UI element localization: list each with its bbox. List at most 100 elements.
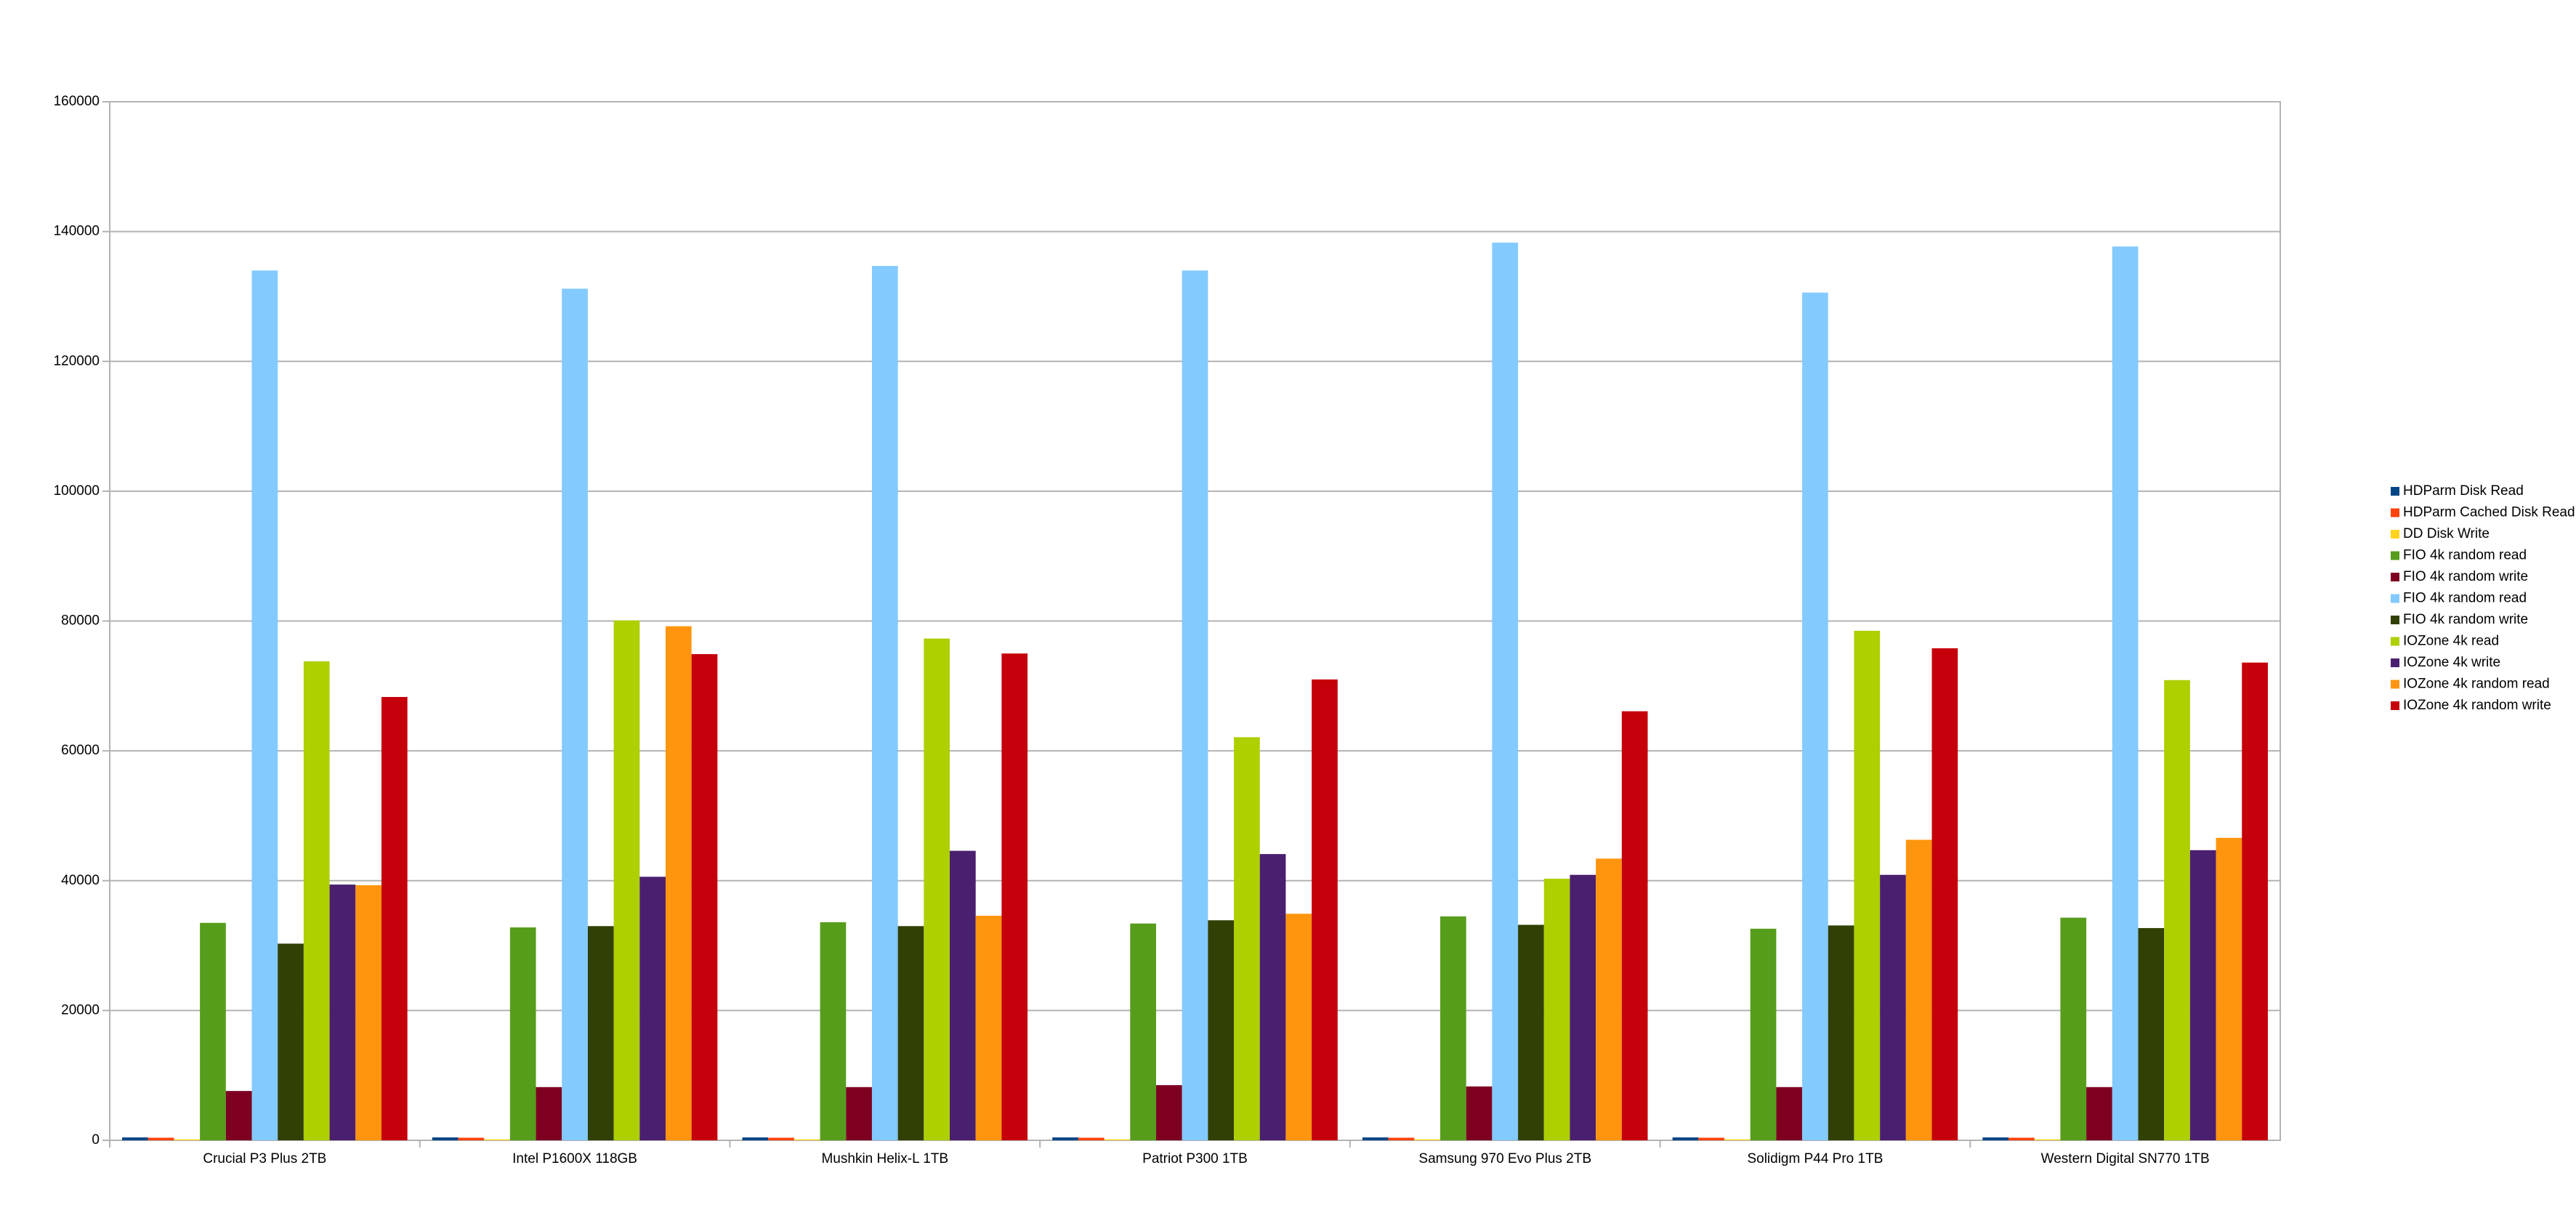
legend-swatch: [2391, 701, 2399, 710]
bar: [820, 922, 847, 1140]
bar: [768, 1137, 794, 1140]
bar: [2086, 1087, 2112, 1140]
bar: [1621, 711, 1648, 1140]
bar: [1388, 1137, 1415, 1140]
bar: [975, 915, 1002, 1140]
bar: [1518, 924, 1544, 1140]
bar: [1931, 648, 1958, 1140]
legend-label: DD Disk Write: [2403, 526, 2490, 541]
bar: [278, 943, 304, 1140]
bar: [1672, 1137, 1699, 1140]
bar: [613, 620, 640, 1140]
x-tick-label: Mushkin Helix-L 1TB: [821, 1151, 948, 1166]
bar: [1854, 630, 1881, 1140]
bar: [1750, 928, 1777, 1140]
x-tick-label: Solidigm P44 Pro 1TB: [1747, 1151, 1883, 1166]
x-tick-label: Intel P1600X 118GB: [512, 1151, 637, 1166]
bar: [924, 638, 950, 1140]
bar: [1776, 1087, 1803, 1140]
legend-label: FIO 4k random read: [2403, 591, 2527, 606]
bar: [691, 654, 718, 1140]
bar: [122, 1137, 148, 1140]
bar: [329, 884, 356, 1140]
legend-swatch: [2391, 616, 2399, 624]
bar: [1570, 874, 1596, 1140]
y-tick-label: 160000: [54, 94, 100, 109]
bar: [846, 1087, 872, 1140]
x-tick-label: Patriot P300 1TB: [1142, 1151, 1248, 1166]
legend-label: FIO 4k random write: [2403, 569, 2528, 584]
bar: [1285, 914, 1312, 1140]
bar: [303, 661, 330, 1140]
bar: [225, 1091, 252, 1140]
bar: [536, 1087, 562, 1140]
bar: [1596, 858, 1622, 1140]
legend-swatch: [2391, 551, 2399, 560]
bar: [1905, 839, 1932, 1140]
bar: [2112, 246, 2139, 1140]
bar: [1492, 242, 1519, 1141]
legend-label: HDParm Cached Disk Read: [2403, 505, 2575, 520]
bar: [1001, 653, 1028, 1140]
legend-swatch: [2391, 658, 2399, 667]
bar: [2008, 1137, 2035, 1140]
bar: [1828, 925, 1854, 1140]
bar: [1155, 1085, 1182, 1140]
legend-swatch: [2391, 530, 2399, 539]
bar: [1466, 1086, 1493, 1140]
bar: [639, 876, 666, 1140]
bar: [2189, 850, 2216, 1140]
bar: [742, 1137, 769, 1140]
legend-swatch: [2391, 487, 2399, 496]
bar: [562, 289, 588, 1141]
legend-label: FIO 4k random read: [2403, 548, 2527, 563]
legend-swatch: [2391, 594, 2399, 603]
y-tick-label: 60000: [61, 743, 100, 758]
bar: [1078, 1137, 1105, 1140]
legend-swatch: [2391, 680, 2399, 689]
bar: [432, 1137, 459, 1140]
y-tick-label: 120000: [54, 353, 100, 368]
bar: [2216, 837, 2242, 1140]
legend-label: IOZone 4k random read: [2403, 677, 2550, 692]
bar: [587, 926, 614, 1140]
bar: [355, 885, 381, 1140]
bar: [950, 850, 976, 1140]
y-tick-label: 0: [92, 1132, 100, 1148]
x-tick-label: Western Digital SN770 1TB: [2041, 1151, 2210, 1166]
bar: [2138, 927, 2165, 1140]
bar: [1543, 879, 1570, 1140]
bar: [1130, 923, 1156, 1140]
bar: [1440, 916, 1466, 1140]
legend-label: HDParm Disk Read: [2403, 483, 2524, 499]
bar: [1312, 679, 1338, 1140]
bar: [148, 1137, 174, 1140]
bar: [1182, 270, 1208, 1140]
x-tick-label: Samsung 970 Evo Plus 2TB: [1418, 1151, 1591, 1166]
legend-swatch: [2391, 637, 2399, 646]
bar: [2164, 680, 2190, 1140]
legend-label: FIO 4k random write: [2403, 612, 2528, 627]
bar: [1208, 920, 1235, 1140]
bar: [381, 696, 408, 1140]
bar: [1880, 874, 1906, 1140]
legend-label: IOZone 4k write: [2403, 655, 2500, 670]
y-tick-label: 100000: [54, 483, 100, 499]
bar: [1698, 1137, 1725, 1140]
bar: [1802, 292, 1828, 1140]
legend-swatch: [2391, 573, 2399, 581]
bar: [1362, 1137, 1389, 1140]
bar: [251, 270, 278, 1140]
y-tick-label: 80000: [61, 613, 100, 629]
bar: [509, 927, 536, 1140]
y-tick-label: 40000: [61, 873, 100, 888]
bar: [1259, 854, 1286, 1140]
y-tick-label: 20000: [61, 1002, 100, 1017]
legend-label: IOZone 4k read: [2403, 634, 2499, 649]
bar: [2242, 662, 2268, 1140]
bar: [458, 1137, 485, 1140]
bar: [1234, 737, 1260, 1140]
bar: [665, 626, 692, 1140]
x-tick-label: Crucial P3 Plus 2TB: [203, 1151, 326, 1166]
